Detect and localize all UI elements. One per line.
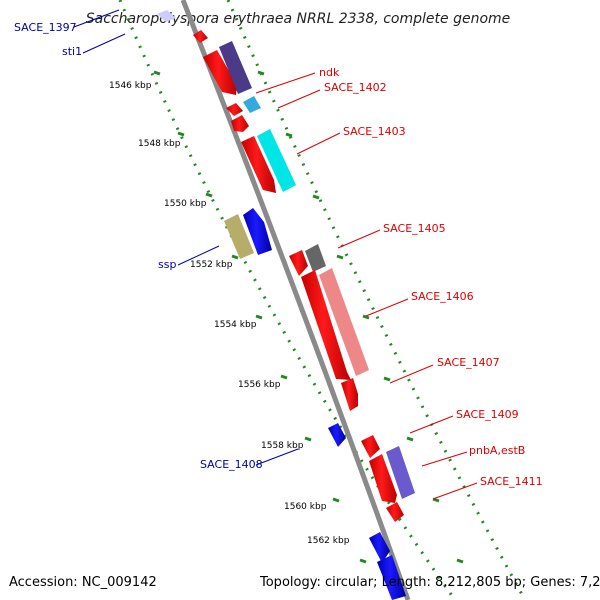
gene-box[interactable] [257,129,296,192]
gene-box[interactable] [319,268,369,376]
genome-backbone [180,0,411,600]
gene-box[interactable] [219,41,252,94]
gene-label-sace-1407[interactable]: SACE_1407 [437,356,500,369]
gene-label-sace-1408[interactable]: SACE_1408 [200,458,263,471]
gene-features[interactable] [157,10,415,600]
gene-arrow[interactable] [289,250,308,276]
tick-label: 1560 kbp [284,502,327,512]
tick-label: 1554 kbp [214,320,257,330]
gene-label-ssp[interactable]: ssp [158,258,176,271]
gene-arrow[interactable] [361,435,380,458]
gene-arrow[interactable] [243,208,272,255]
gene-label-sace-1409[interactable]: SACE_1409 [456,408,519,421]
tick-label: 1552 kbp [190,260,233,270]
gene-label-sace-1411[interactable]: SACE_1411 [480,475,543,488]
genome-title: Saccharopolyspora erythraea NRRL 2338, c… [86,11,511,27]
tick-label: 1558 kbp [261,441,304,451]
reverse-label-leaders [73,9,299,466]
gene-label-sace-1402[interactable]: SACE_1402 [324,81,387,94]
gene-label-sti1[interactable]: sti1 [62,45,82,58]
tick-label: 1556 kbp [238,380,281,390]
gene-box[interactable] [224,214,254,259]
tick-marks [153,70,367,564]
gene-arrow[interactable] [328,423,346,447]
tick-marks-outer [257,70,464,564]
gene-label-sace-1405[interactable]: SACE_1405 [383,222,446,235]
gene-arrow[interactable] [377,555,406,600]
gene-arrow[interactable] [386,502,404,522]
accession-text: Accession: NC_009142 [9,575,157,590]
tick-label: 1550 kbp [164,199,207,209]
gene-arrow[interactable] [369,454,397,503]
gene-arrow[interactable] [369,532,390,563]
forward-label-leaders [255,72,478,500]
gene-label-sace-1403[interactable]: SACE_1403 [343,125,406,138]
gene-label-sace-1406[interactable]: SACE_1406 [411,290,474,303]
gene-box[interactable] [386,446,415,499]
gene-arrow[interactable] [301,270,351,380]
tick-label: 1546 kbp [109,81,152,91]
tick-label: 1548 kbp [138,139,181,149]
gene-arrow[interactable] [341,378,358,411]
gene-label-ndk[interactable]: ndk [319,66,340,79]
tick-label: 1562 kbp [307,536,350,546]
gene-arrow[interactable] [226,103,243,116]
gene-label-pnba-estb[interactable]: pnbA,estB [469,444,525,457]
gene-box[interactable] [305,244,326,272]
gene-arrow[interactable] [231,115,249,132]
gene-arrow[interactable] [241,136,276,193]
topology-text: Topology: circular; Length: 8,212,805 bp… [259,575,600,590]
gene-label-sace-1397[interactable]: SACE_1397 [14,21,77,34]
gene-box[interactable] [243,96,261,113]
gene-arrow[interactable] [193,30,208,43]
gene-box[interactable] [157,10,176,22]
gene-arrow[interactable] [203,50,237,95]
